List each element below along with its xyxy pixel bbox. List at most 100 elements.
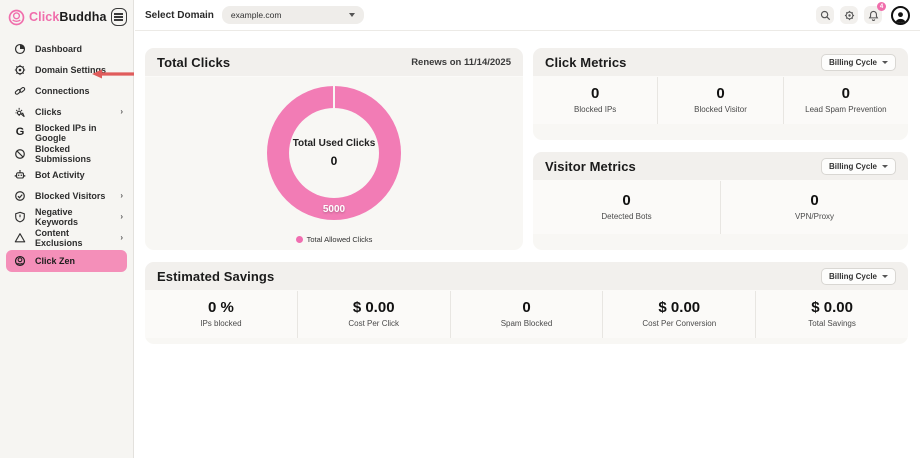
buddha-logo-icon (8, 9, 25, 26)
warning-triangle-icon (14, 232, 26, 244)
notifications-button[interactable]: 4 (864, 2, 886, 24)
brand-wordmark: ClickBuddha (29, 10, 107, 24)
stat-value: 0 (590, 85, 600, 102)
sidebar-item-label: Content Exclusions (35, 227, 83, 248)
estimated-savings-card: Estimated Savings Billing Cycle 0 % IPs … (145, 262, 908, 344)
stat-value: $ 0.00 (352, 299, 395, 316)
chevron-right-icon: › (120, 191, 123, 200)
billing-cycle-dropdown[interactable]: Billing Cycle (820, 267, 896, 285)
sidebar-nav: Dashboard Domain Settings Connections Cl… (0, 38, 133, 272)
sidebar-item-label: Negative Keywords (35, 206, 79, 227)
stat-label: Cost Per Conversion (642, 319, 717, 328)
stat-label: VPN/Proxy (794, 212, 835, 221)
card-title: Visitor Metrics (545, 158, 636, 174)
stat-label: Cost Per Click (348, 319, 400, 328)
sidebar-item-label: Clicks (35, 106, 62, 117)
sidebar-item-connections[interactable]: Connections (0, 80, 133, 101)
donut-ring: 5000 Total Used Clicks 0 (267, 86, 401, 220)
buddha-icon (14, 255, 26, 267)
sidebar-item-blocked-ips-google[interactable]: G Blocked IPs in Google (0, 122, 133, 143)
card-title: Total Clicks (157, 54, 231, 70)
sidebar-item-label: Blocked Submissions (35, 143, 92, 164)
sidebar-item-label: Bot Activity (35, 169, 85, 180)
stat-vpn-proxy: 0 VPN/Proxy (721, 181, 908, 234)
stat-value: 0 % (207, 299, 234, 316)
sidebar-item-click-zen[interactable]: Click Zen (6, 250, 127, 272)
renews-text: Renews on 11/14/2025 (411, 56, 511, 68)
sidebar-item-label: Connections (35, 85, 90, 96)
stat-label: Total Savings (808, 319, 856, 328)
sidebar-item-negative-keywords[interactable]: Negative Keywords › (0, 206, 133, 227)
selected-domain-value: example.com (230, 10, 282, 20)
search-button[interactable] (816, 6, 834, 24)
stat-label: Spam Blocked (500, 319, 553, 328)
domain-select[interactable]: example.com (221, 6, 364, 24)
settings-button[interactable] (840, 6, 858, 24)
stat-cost-per-click: $ 0.00 Cost Per Click (298, 291, 451, 338)
sidebar-item-dashboard[interactable]: Dashboard (0, 38, 133, 59)
visitor-metrics-card: Visitor Metrics Billing Cycle 0 Detected… (533, 152, 908, 250)
user-avatar[interactable] (891, 5, 910, 25)
click-metrics-header: Click Metrics Billing Cycle (533, 48, 908, 77)
notification-badge: 4 (877, 2, 886, 11)
stat-value: 0 (841, 85, 850, 102)
estimated-savings-stats: 0 % IPs blocked $ 0.00 Cost Per Click 0 … (145, 291, 908, 338)
gear-icon (14, 64, 26, 76)
billing-cycle-label: Billing Cycle (828, 161, 877, 171)
stat-value: $ 0.00 (811, 299, 853, 316)
sidebar-item-domain-settings[interactable]: Domain Settings (0, 59, 133, 80)
stat-value: 0 (716, 85, 725, 102)
sidebar-item-content-exclusions[interactable]: Content Exclusions › (0, 227, 133, 248)
donut-center-label: Total Used Clicks (292, 138, 376, 149)
stat-value: 0 (622, 192, 631, 209)
gear-icon (844, 10, 854, 20)
sidebar-item-blocked-submissions[interactable]: Blocked Submissions (0, 143, 133, 164)
billing-cycle-label: Billing Cycle (828, 271, 877, 281)
click-metrics-stats: 0 Blocked IPs 0 Blocked Visitor 0 Lead S… (533, 77, 908, 124)
bell-icon (868, 10, 878, 21)
stat-cost-per-conversion: $ 0.00 Cost Per Conversion (603, 291, 757, 338)
hamburger-menu-button[interactable] (110, 8, 127, 26)
sidebar-item-label: Blocked Visitors (35, 190, 106, 201)
stat-label: Blocked Visitor (694, 105, 747, 114)
chevron-right-icon: › (120, 107, 123, 116)
card-title: Estimated Savings (157, 268, 275, 284)
stat-label: Blocked IPs (574, 105, 617, 114)
estimated-savings-header: Estimated Savings Billing Cycle (145, 262, 908, 291)
logo-row: ClickBuddha (0, 0, 133, 32)
stat-detected-bots: 0 Detected Bots (533, 181, 721, 234)
topbar: Select Domain example.com 4 (135, 0, 920, 31)
chevron-down-icon (882, 164, 888, 168)
total-clicks-header: Total Clicks Renews on 11/14/2025 (145, 48, 523, 77)
donut-slice-separator (333, 86, 335, 109)
donut-center: Total Used Clicks 0 (289, 108, 379, 198)
sidebar-item-label: Domain Settings (35, 64, 107, 75)
sidebar-item-bot-activity[interactable]: Bot Activity (0, 164, 133, 185)
total-clicks-card: Total Clicks Renews on 11/14/2025 5000 T… (145, 48, 523, 250)
stat-ips-blocked: 0 % IPs blocked (145, 291, 298, 338)
stat-spam-blocked: 0 Spam Blocked (451, 291, 604, 338)
google-icon: G (15, 126, 25, 138)
shield-icon (14, 211, 26, 223)
sidebar: ClickBuddha Dashboard Domain Settings Co… (0, 0, 134, 458)
sidebar-item-clicks[interactable]: Clicks › (0, 101, 133, 122)
chevron-down-icon (882, 60, 888, 64)
dashboard-icon (14, 43, 26, 55)
billing-cycle-dropdown[interactable]: Billing Cycle (820, 157, 896, 175)
sidebar-item-label: Click Zen (35, 256, 76, 266)
billing-cycle-dropdown[interactable]: Billing Cycle (820, 53, 896, 71)
donut-chart: 5000 Total Used Clicks 0 (145, 77, 523, 250)
topbar-actions: 4 (816, 2, 910, 25)
sidebar-item-label: Dashboard (35, 43, 83, 54)
stat-blocked-ips: 0 Blocked IPs (533, 77, 659, 124)
search-icon (820, 10, 830, 20)
chevron-down-icon (348, 13, 355, 17)
legend-dot-icon (295, 236, 303, 243)
billing-cycle-label: Billing Cycle (828, 57, 877, 67)
visitor-metrics-header: Visitor Metrics Billing Cycle (533, 152, 908, 181)
sidebar-item-label: Blocked IPs in Google (35, 122, 97, 143)
sidebar-item-blocked-visitors[interactable]: Blocked Visitors › (0, 185, 133, 206)
stat-label: IPs blocked (200, 319, 242, 328)
donut-center-value: 0 (330, 154, 338, 168)
check-circle-icon (14, 190, 26, 202)
